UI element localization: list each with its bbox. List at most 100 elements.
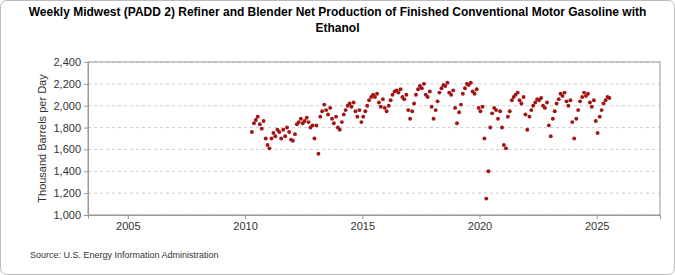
point	[361, 115, 365, 119]
point	[518, 98, 522, 102]
point	[326, 113, 330, 117]
point	[494, 108, 498, 112]
y-axis: 1,0001,2001,4001,6001,8002,0002,2002,400	[53, 56, 88, 221]
point	[396, 91, 400, 95]
point	[271, 131, 275, 135]
y-tick-mark	[84, 128, 88, 129]
point	[457, 110, 461, 114]
point	[352, 100, 356, 104]
point	[482, 137, 486, 141]
point	[264, 137, 268, 141]
point	[576, 108, 580, 112]
point	[410, 109, 414, 113]
point	[342, 113, 346, 117]
point	[549, 134, 553, 138]
point	[453, 106, 457, 110]
point	[523, 113, 527, 117]
point	[563, 91, 567, 95]
y-tick-mark	[84, 84, 88, 85]
point	[318, 115, 322, 119]
x-tick-label: 2025	[585, 220, 609, 232]
y-tick-mark	[84, 215, 88, 216]
point	[420, 86, 424, 90]
point	[486, 169, 490, 173]
point	[381, 97, 385, 101]
grid-line	[88, 193, 660, 194]
point	[469, 81, 473, 85]
point	[449, 93, 453, 97]
point	[484, 197, 488, 201]
point	[340, 120, 344, 124]
point	[285, 126, 289, 130]
point	[324, 108, 328, 112]
point	[459, 103, 463, 107]
point	[570, 120, 574, 124]
title-line: Ethanol	[316, 21, 360, 35]
point	[533, 100, 537, 104]
point	[477, 106, 481, 110]
y-axis-line	[84, 63, 89, 216]
point	[443, 84, 447, 88]
point	[250, 130, 254, 134]
point	[354, 109, 358, 113]
grid-line	[88, 171, 660, 172]
point	[344, 108, 348, 112]
point	[502, 143, 506, 147]
y-tick-mark	[84, 62, 88, 63]
point	[252, 121, 256, 125]
point	[262, 119, 266, 123]
point	[506, 115, 510, 119]
point	[358, 108, 362, 112]
x-tick-mark	[128, 215, 129, 219]
point	[389, 98, 393, 102]
point	[291, 139, 295, 143]
points	[250, 81, 611, 201]
point	[607, 96, 611, 100]
point	[473, 92, 477, 96]
y-tick-label: 1,200	[53, 187, 81, 199]
point	[561, 94, 565, 98]
point	[600, 108, 604, 112]
x-tick: 2025	[585, 215, 609, 232]
point	[516, 91, 520, 95]
y-tick-label: 2,400	[53, 56, 81, 68]
y-tick-label: 2,000	[53, 100, 81, 112]
point	[254, 118, 258, 122]
x-tick-label: 2005	[116, 220, 140, 232]
point	[279, 137, 283, 141]
y-tick-mark	[84, 106, 88, 107]
point	[387, 104, 391, 108]
point	[402, 97, 406, 101]
point	[338, 128, 342, 132]
point	[303, 119, 307, 123]
point	[498, 109, 502, 113]
point	[602, 102, 606, 106]
point	[375, 92, 379, 96]
point	[529, 108, 533, 112]
point	[565, 99, 569, 103]
x-tick: 2020	[468, 215, 492, 232]
point	[490, 111, 494, 115]
point	[504, 146, 508, 150]
point	[437, 91, 441, 95]
point	[500, 126, 504, 130]
y-tick: 2,400	[53, 56, 88, 68]
point	[365, 104, 369, 108]
point	[270, 137, 274, 141]
point	[426, 95, 430, 99]
x-axis: 20052010201520202025	[89, 215, 661, 232]
y-tick-mark	[84, 171, 88, 172]
point	[293, 132, 297, 136]
point	[445, 81, 449, 85]
point	[592, 98, 596, 102]
point	[256, 115, 260, 119]
point	[598, 115, 602, 119]
point	[547, 123, 551, 127]
point	[379, 105, 383, 109]
point	[588, 100, 592, 104]
y-axis-title: Thousand Barrels per Day	[36, 74, 48, 203]
point	[348, 102, 352, 106]
point	[311, 123, 315, 127]
point	[385, 109, 389, 113]
point	[551, 117, 555, 121]
